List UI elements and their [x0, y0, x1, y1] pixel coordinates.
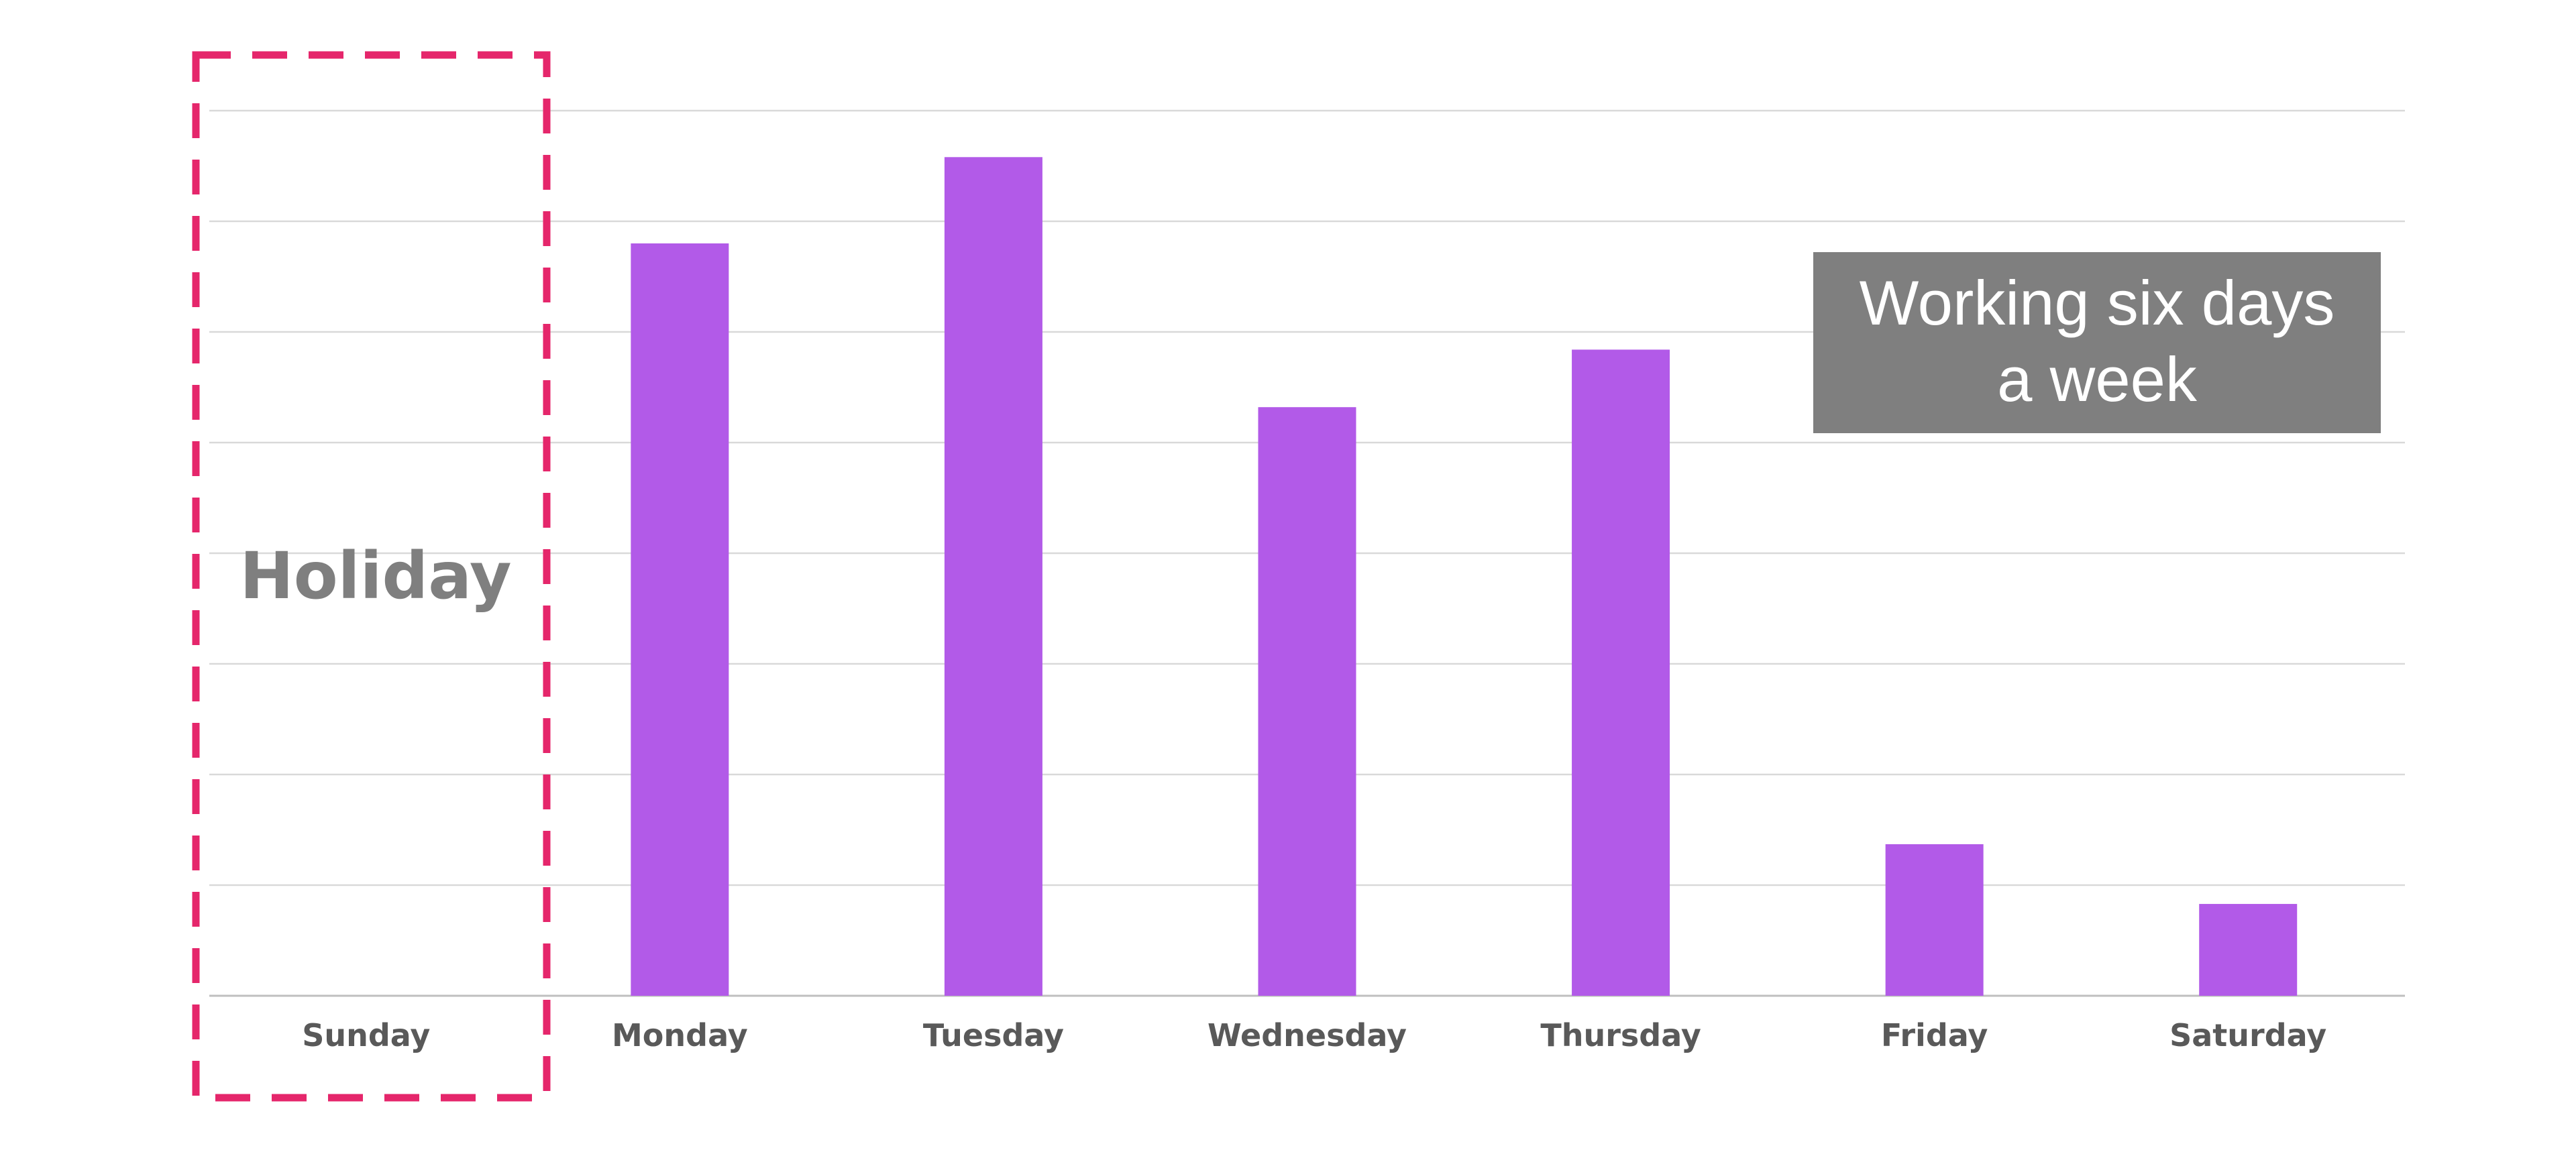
- bar-saturday: [2199, 904, 2298, 996]
- holiday-label: Holiday: [239, 538, 511, 614]
- x-tick-label-tuesday: Tuesday: [923, 1017, 1064, 1053]
- callout-text-line-1: Working six days: [1860, 268, 2335, 338]
- bar-friday: [1885, 844, 1984, 996]
- x-tick-label-wednesday: Wednesday: [1208, 1017, 1407, 1053]
- bars: [631, 157, 2298, 996]
- x-tick-label-saturday: Saturday: [2169, 1017, 2326, 1053]
- bar-thursday: [1572, 349, 1670, 996]
- bar-monday: [631, 243, 729, 996]
- callout-text-line-2: a week: [1997, 344, 2198, 414]
- x-tick-label-sunday: Sunday: [302, 1017, 430, 1053]
- x-tick-label-friday: Friday: [1881, 1017, 1988, 1053]
- x-tick-label-thursday: Thursday: [1540, 1017, 1701, 1053]
- annotations: Holiday Working six days a week: [192, 51, 2381, 1102]
- holiday-highlight-box: [192, 51, 551, 1102]
- bar-wednesday: [1258, 407, 1356, 996]
- callout-box: [1813, 252, 2381, 433]
- x-tick-label-monday: Monday: [612, 1017, 748, 1053]
- x-axis-tick-labels: Sunday Monday Tuesday Wednesday Thursday Frid…: [302, 1017, 2326, 1053]
- bar-tuesday: [944, 157, 1042, 996]
